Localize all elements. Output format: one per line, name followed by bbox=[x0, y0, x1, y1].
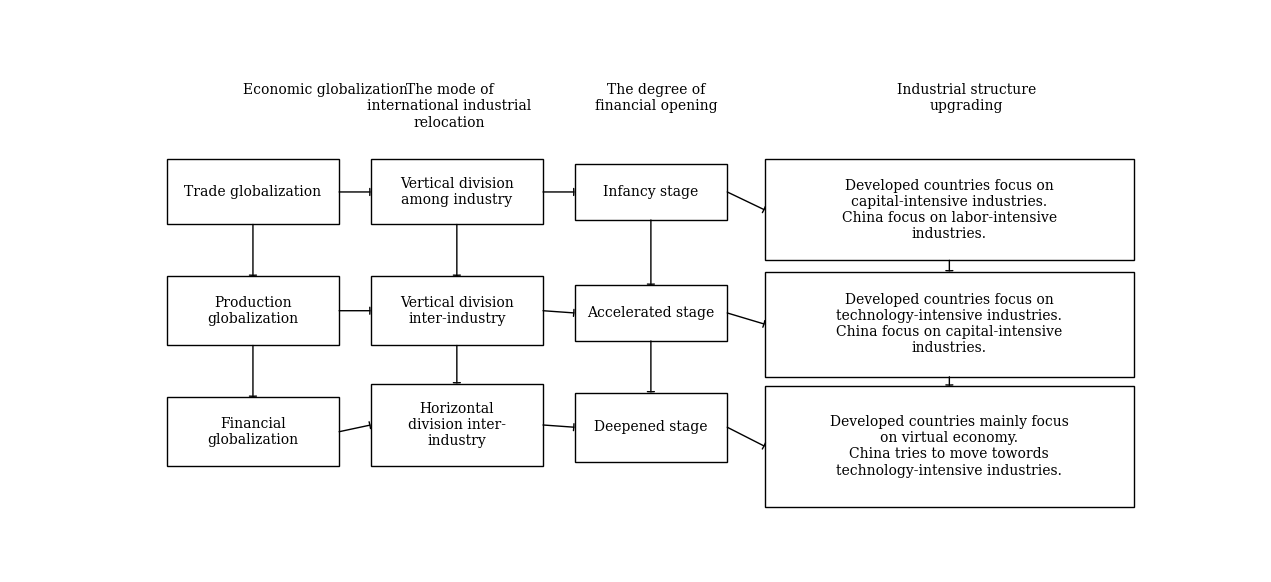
FancyBboxPatch shape bbox=[167, 159, 339, 225]
Text: Developed countries focus on
capital-intensive industries.
China focus on labor-: Developed countries focus on capital-int… bbox=[841, 179, 1057, 241]
Text: Vertical division
among industry: Vertical division among industry bbox=[400, 177, 513, 207]
FancyBboxPatch shape bbox=[371, 276, 543, 346]
FancyBboxPatch shape bbox=[574, 285, 727, 341]
FancyBboxPatch shape bbox=[371, 159, 543, 225]
Text: Vertical division
inter-industry: Vertical division inter-industry bbox=[400, 296, 513, 326]
FancyBboxPatch shape bbox=[167, 397, 339, 466]
FancyBboxPatch shape bbox=[765, 271, 1134, 377]
Text: Horizontal
division inter-
industry: Horizontal division inter- industry bbox=[408, 402, 506, 448]
Text: Financial
globalization: Financial globalization bbox=[207, 417, 299, 447]
FancyBboxPatch shape bbox=[765, 159, 1134, 260]
Text: Economic globalization: Economic globalization bbox=[243, 83, 408, 97]
FancyBboxPatch shape bbox=[167, 276, 339, 346]
Text: Accelerated stage: Accelerated stage bbox=[587, 306, 714, 320]
FancyBboxPatch shape bbox=[765, 386, 1134, 507]
Text: Developed countries mainly focus
on virtual economy.
China tries to move towords: Developed countries mainly focus on virt… bbox=[830, 415, 1069, 478]
Text: The degree of
financial opening: The degree of financial opening bbox=[595, 83, 718, 113]
FancyBboxPatch shape bbox=[574, 392, 727, 462]
Text: Deepened stage: Deepened stage bbox=[594, 420, 708, 434]
FancyBboxPatch shape bbox=[371, 384, 543, 466]
Text: Trade globalization: Trade globalization bbox=[184, 185, 322, 199]
Text: Infancy stage: Infancy stage bbox=[604, 185, 699, 199]
FancyBboxPatch shape bbox=[574, 164, 727, 220]
Text: The mode of
international industrial
relocation: The mode of international industrial rel… bbox=[367, 83, 531, 130]
Text: Industrial structure
upgrading: Industrial structure upgrading bbox=[897, 83, 1036, 113]
Text: Production
globalization: Production globalization bbox=[207, 296, 299, 326]
Text: Developed countries focus on
technology-intensive industries.
China focus on cap: Developed countries focus on technology-… bbox=[836, 293, 1063, 356]
